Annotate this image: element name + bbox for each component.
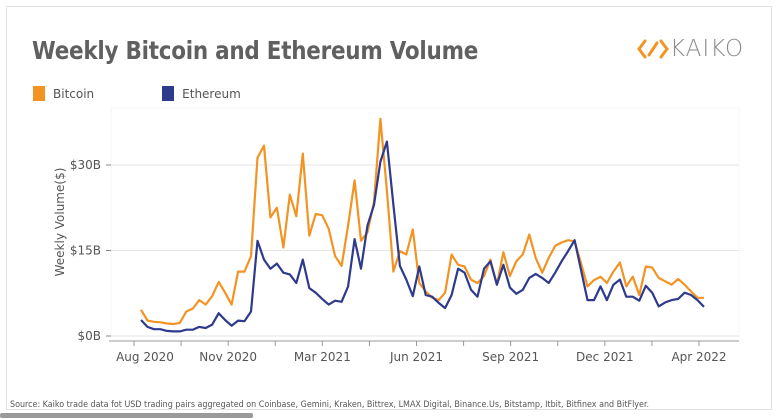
x-tick-label: Sep 2021 [482,350,539,364]
legend-item-bitcoin[interactable]: Bitcoin [33,86,94,101]
legend: Bitcoin Ethereum [33,86,309,101]
x-tick-label: Aug 2020 [116,350,174,364]
chart-title: Weekly Bitcoin and Ethereum Volume [32,36,479,65]
y-tick-label: $15B [70,244,101,258]
kaiko-logo-text: KAIKO [670,36,745,62]
legend-label: Bitcoin [53,86,95,101]
horizontal-scrollbar[interactable] [0,413,253,418]
series-line-bitcoin [140,117,704,326]
y-tick-label: $30B [70,158,101,172]
x-tick-label: Mar 2021 [294,350,351,364]
kaiko-logo-icon [637,39,669,59]
source-note: Source: Kaiko trade data fot USD trading… [10,400,650,410]
y-tick-label: $0B [77,329,101,343]
x-tick-label: Dec 2021 [576,350,634,364]
y-axis-label: Weekly Volume($) [53,168,67,277]
bitcoin-swatch [33,86,45,101]
x-tick-label: Jun 2021 [389,350,443,364]
series-line-ethereum [140,140,705,333]
kaiko-logo: KAIKO [636,36,744,62]
ethereum-swatch [162,86,175,101]
legend-item-ethereum[interactable]: Ethereum [162,86,241,101]
x-tick-label: Nov 2020 [199,350,257,364]
x-tick-label: Apr 2022 [671,350,726,364]
plot-area [110,107,740,337]
legend-label: Ethereum [182,86,241,101]
